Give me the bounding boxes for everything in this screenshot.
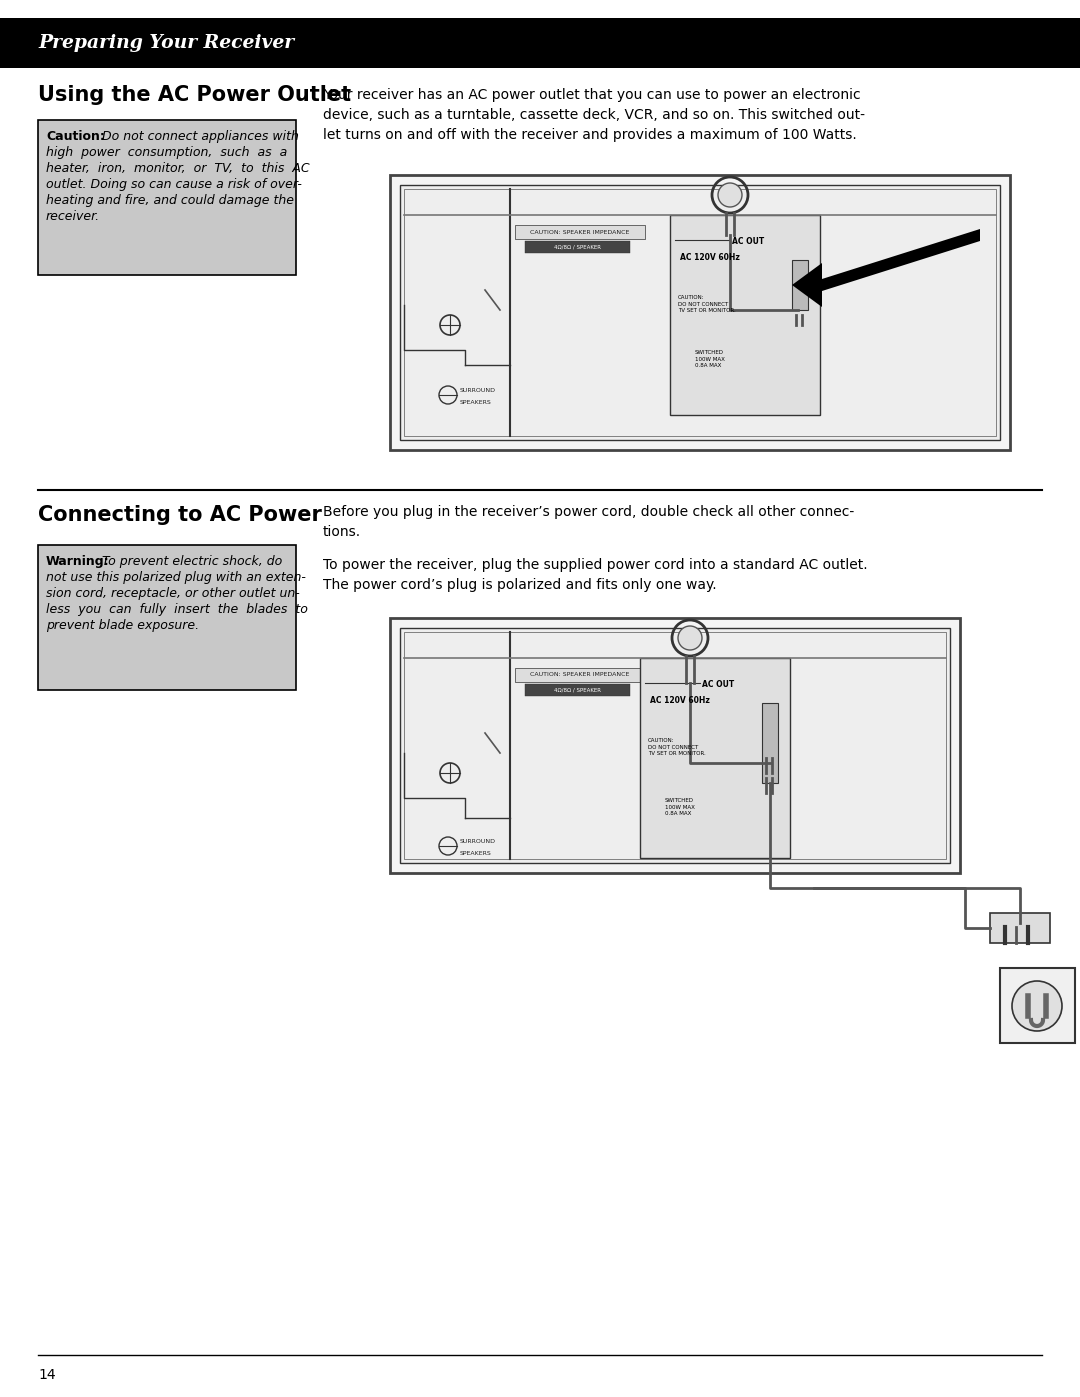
Text: AC OUT: AC OUT (702, 680, 734, 689)
Text: Caution:: Caution: (46, 130, 105, 142)
Text: To power the receiver, plug the supplied power cord into a standard AC outlet.
T: To power the receiver, plug the supplied… (323, 557, 867, 592)
Text: high  power  consumption,  such  as  a: high power consumption, such as a (46, 147, 287, 159)
Circle shape (718, 183, 742, 207)
Text: CAUTION:
DO NOT CONNECT
TV SET OR MONITOR.: CAUTION: DO NOT CONNECT TV SET OR MONITO… (648, 738, 705, 756)
Circle shape (678, 626, 702, 650)
Circle shape (1012, 981, 1062, 1031)
Text: Connecting to AC Power: Connecting to AC Power (38, 504, 322, 525)
Text: SPEAKERS: SPEAKERS (460, 400, 491, 405)
Bar (38, 120, 296, 275)
Text: 4Ω/8Ω / SPEAKER: 4Ω/8Ω / SPEAKER (554, 244, 600, 250)
Text: SWITCHED
100W MAX
0.8A MAX: SWITCHED 100W MAX 0.8A MAX (665, 798, 694, 816)
Bar (404, 631, 946, 859)
Bar (525, 685, 630, 696)
Bar (404, 189, 996, 436)
Bar (525, 242, 630, 253)
Text: SURROUND: SURROUND (460, 388, 496, 393)
Text: Before you plug in the receiver’s power cord, double check all other connec-
tio: Before you plug in the receiver’s power … (323, 504, 854, 539)
Text: less  you  can  fully  insert  the  blades  to: less you can fully insert the blades to (46, 604, 308, 616)
Text: heating and fire, and could damage the: heating and fire, and could damage the (46, 194, 294, 207)
Text: CAUTION:
DO NOT CONNECT
TV SET OR MONITOR.: CAUTION: DO NOT CONNECT TV SET OR MONITO… (678, 295, 735, 313)
Text: SPEAKERS: SPEAKERS (460, 851, 491, 856)
Polygon shape (792, 229, 980, 307)
Bar (515, 225, 645, 239)
Bar (515, 668, 645, 682)
Text: Preparing Your Receiver: Preparing Your Receiver (38, 34, 294, 52)
Text: heater,  iron,  monitor,  or  TV,  to  this  AC: heater, iron, monitor, or TV, to this AC (46, 162, 310, 175)
Bar (1000, 968, 1075, 1044)
Bar (762, 703, 778, 782)
Text: CAUTION: SPEAKER IMPEDANCE: CAUTION: SPEAKER IMPEDANCE (530, 229, 630, 235)
Text: AC 120V 60Hz: AC 120V 60Hz (650, 696, 710, 705)
Text: prevent blade exposure.: prevent blade exposure. (46, 619, 199, 631)
Bar (792, 260, 808, 310)
Bar (990, 914, 1050, 943)
Text: Do not connect appliances with: Do not connect appliances with (98, 130, 299, 142)
Bar (0, 18, 1080, 68)
Text: Using the AC Power Outlet: Using the AC Power Outlet (38, 85, 351, 105)
Text: 4Ω/8Ω / SPEAKER: 4Ω/8Ω / SPEAKER (554, 687, 600, 693)
Text: SURROUND: SURROUND (460, 840, 496, 844)
Text: AC 120V 60Hz: AC 120V 60Hz (680, 253, 740, 263)
Text: Warning:: Warning: (46, 555, 110, 569)
Text: 14: 14 (38, 1368, 56, 1382)
Bar (390, 175, 1010, 450)
Text: not use this polarized plug with an exten-: not use this polarized plug with an exte… (46, 571, 306, 584)
Text: outlet. Doing so can cause a risk of over-: outlet. Doing so can cause a risk of ove… (46, 177, 302, 191)
Text: Your receiver has an AC power outlet that you can use to power an electronic
dev: Your receiver has an AC power outlet tha… (323, 88, 865, 142)
Bar (400, 184, 1000, 440)
Bar (670, 215, 820, 415)
Text: receiver.: receiver. (46, 210, 100, 224)
Bar (640, 658, 789, 858)
Text: AC OUT: AC OUT (732, 237, 765, 246)
Bar (38, 545, 296, 690)
Text: sion cord, receptacle, or other outlet un-: sion cord, receptacle, or other outlet u… (46, 587, 300, 599)
Text: To prevent electric shock, do: To prevent electric shock, do (98, 555, 282, 569)
Text: SWITCHED
100W MAX
0.8A MAX: SWITCHED 100W MAX 0.8A MAX (696, 351, 725, 369)
Bar (400, 629, 950, 863)
Text: CAUTION: SPEAKER IMPEDANCE: CAUTION: SPEAKER IMPEDANCE (530, 672, 630, 678)
Bar (390, 617, 960, 873)
